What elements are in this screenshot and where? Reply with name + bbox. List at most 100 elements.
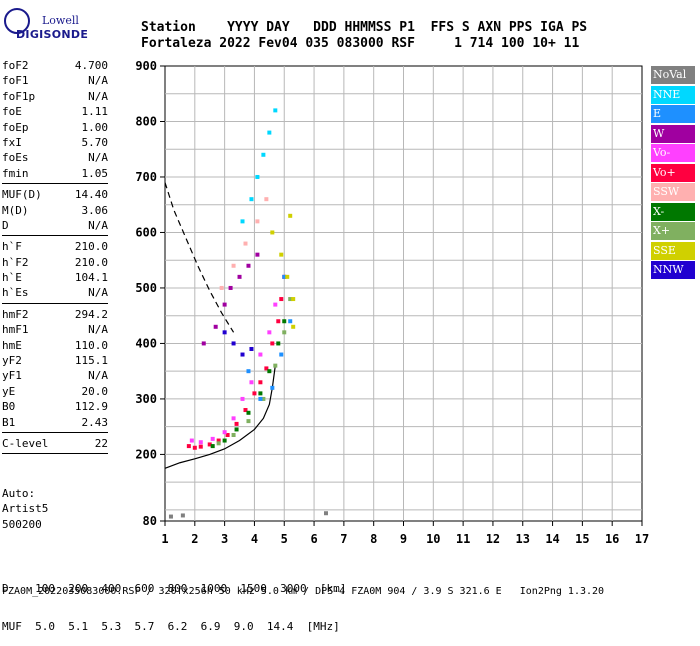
echo-point-vo- xyxy=(234,421,239,426)
param-label: hmF2 xyxy=(2,307,29,321)
x-tick-label: 5 xyxy=(281,532,288,546)
echo-point-vo- xyxy=(243,408,248,413)
param-label: C-level xyxy=(2,436,49,450)
param-value: 1.11 xyxy=(81,105,109,119)
x-tick-label: 11 xyxy=(456,532,470,546)
legend-item-x-: X+ xyxy=(651,222,695,240)
echo-point-vo- xyxy=(270,341,275,346)
echo-point-x- xyxy=(246,410,251,415)
param-value: N/A xyxy=(88,89,108,103)
param-row: h`E 104.1 xyxy=(2,270,108,285)
echo-point-x- xyxy=(282,330,287,335)
echo-point-x- xyxy=(282,319,287,324)
echo-point-e xyxy=(258,396,263,401)
file-credit-line: FZA0M_2022035083000.RSF / 320fx256h 50 k… xyxy=(2,586,605,597)
param-label: foEs xyxy=(2,151,29,165)
param-label: foF1 xyxy=(2,74,29,88)
param-value: 115.1 xyxy=(74,354,108,368)
legend-item-ssw: SSW xyxy=(651,183,695,201)
legend-item-nnw: NNW xyxy=(651,261,695,279)
param-row: hmF1 N/A xyxy=(2,322,108,337)
echo-point-vo- xyxy=(222,430,227,435)
echo-point-w xyxy=(255,252,260,257)
echo-point-sse xyxy=(285,274,290,279)
y-tick-label: 600 xyxy=(135,225,157,239)
param-row: B0 112.9 xyxy=(2,399,108,414)
echo-point-ssw xyxy=(264,197,269,202)
echo-point-vo- xyxy=(231,416,236,421)
param-value: N/A xyxy=(88,218,108,232)
echo-point-vo- xyxy=(252,391,257,396)
echo-point-x- xyxy=(210,444,215,449)
echo-point-noval xyxy=(323,511,328,516)
echo-point-e xyxy=(270,385,275,390)
echo-point-vo- xyxy=(273,302,278,307)
echo-point-ssw xyxy=(243,241,248,246)
x-tick-label: 9 xyxy=(400,532,407,546)
echo-point-vo- xyxy=(225,432,230,437)
echo-point-vo- xyxy=(198,440,203,445)
lowell-digisonde-logo: Lowell DIGISONDE xyxy=(4,6,88,46)
muf-distance-row: D 100 200 400 600 800 1000 1500 3000 [km… xyxy=(2,582,347,595)
param-label: fmin xyxy=(2,166,29,180)
param-row: fxI 5.70 xyxy=(2,135,108,150)
echo-point-x- xyxy=(246,419,251,424)
param-value: 3.06 xyxy=(81,203,109,217)
echo-point-e xyxy=(246,369,251,374)
echo-point-ssw xyxy=(231,263,236,268)
echo-point-e xyxy=(288,319,293,324)
param-label: D xyxy=(2,218,9,232)
auto-program: Artist5 xyxy=(2,502,49,516)
param-row: h`Es N/A xyxy=(2,285,108,300)
param-row: fmin 1.05 xyxy=(2,166,108,181)
echo-point-sse xyxy=(291,297,296,302)
y-tick-label: 200 xyxy=(135,447,157,461)
ionogram-chart: 1 2 3 4 5 6 7 8 9 10 11 12 13 14 15 16 17802003004005006… xyxy=(135,59,649,546)
echo-point-nne xyxy=(273,108,278,113)
echo-point-sse xyxy=(270,230,275,235)
echo-point-e xyxy=(282,274,287,279)
param-separator xyxy=(2,183,108,185)
logo-lowell-text: Lowell xyxy=(42,14,79,27)
param-label: h`Es xyxy=(2,286,29,300)
autoscaling-info: Auto: Artist5 500200 xyxy=(2,486,48,532)
echo-point-w xyxy=(222,302,227,307)
param-row: foEs N/A xyxy=(2,150,108,165)
legend-item-sse: SSE xyxy=(651,241,695,260)
echo-point-vo- xyxy=(279,297,284,302)
x-tick-label: 16 xyxy=(605,532,619,546)
echo-point-sse xyxy=(291,324,296,329)
station-header: Station YYYY DAY DDD HHMMSS P1 FFS S AXN… xyxy=(141,20,587,52)
x-tick-label: 6 xyxy=(310,532,317,546)
dashed-profile-curve xyxy=(164,182,235,333)
x-tick-label: 4 xyxy=(251,532,258,546)
header-values: Fortaleza 2022 Fev04 035 083000 RSF 1 71… xyxy=(141,36,580,51)
legend-item-vo-: Vo- xyxy=(651,144,695,162)
param-label: B1 xyxy=(2,415,16,429)
echo-point-x- xyxy=(267,369,272,374)
echo-point-x- xyxy=(288,297,293,302)
legend-item-nne: NNE xyxy=(651,85,695,104)
param-row: B1 2.43 xyxy=(2,415,108,430)
param-label: M(D) xyxy=(2,203,29,217)
param-label: yE xyxy=(2,384,16,398)
echo-point-noval xyxy=(168,514,173,519)
y-tick-label: 80 xyxy=(143,514,157,528)
param-label: foE xyxy=(2,105,22,119)
echo-point-x- xyxy=(258,391,263,396)
echo-point-x- xyxy=(261,396,266,401)
param-label: h`E xyxy=(2,271,22,285)
param-value: 2.43 xyxy=(81,415,109,429)
echo-point-nnw xyxy=(231,341,236,346)
param-value: 210.0 xyxy=(74,255,108,269)
param-label: yF2 xyxy=(2,354,22,368)
echo-point-sse xyxy=(279,252,284,257)
param-row: foF1p N/A xyxy=(2,89,108,104)
param-value: 14.40 xyxy=(74,188,108,202)
param-value: 1.05 xyxy=(81,166,109,180)
x-tick-label: 3 xyxy=(221,532,228,546)
param-value: 1.00 xyxy=(81,120,109,134)
echo-point-ssw xyxy=(255,219,260,224)
x-tick-label: 8 xyxy=(370,532,377,546)
param-label: h`F xyxy=(2,240,22,254)
